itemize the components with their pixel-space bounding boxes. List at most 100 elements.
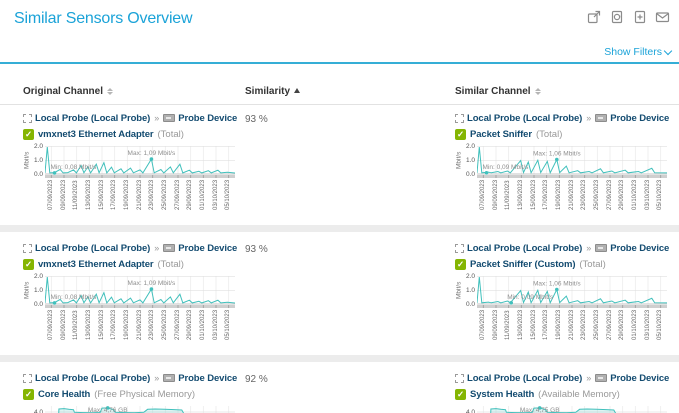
- sensor-mini-graph[interactable]: Mbit/s 0.0 1.0 2.0 Min: 0,08 Mbit/s Max: 1,09…: [23, 143, 245, 220]
- device-icon: [595, 244, 608, 252]
- breadcrumb-separator: »: [154, 113, 160, 123]
- y-axis-unit-label: Mbit/s: [455, 151, 463, 169]
- sort-icon: [534, 88, 541, 95]
- page-title: Similar Sensors Overview: [14, 10, 193, 27]
- graph-plot-area: Min: 1,43 GBMax: 4,76 GB: [45, 406, 235, 413]
- sensor-mini-graph[interactable]: Mbit/s 0.0 1.0 2.0 Min: 0,09 Mbit/s Max: 1,06…: [455, 273, 679, 350]
- y-axis-ticks: 2.04.0: [33, 408, 43, 413]
- similarity-value: 92 %: [245, 374, 268, 385]
- svg-text:Min: 0,08 Mbit/s: Min: 0,08 Mbit/s: [51, 164, 98, 171]
- graph-plot-area: Min: 0,08 Mbit/s Max: 1,09 Mbit/s: [45, 276, 235, 308]
- breadcrumb: Local Probe (Local Probe) » Probe Device: [23, 371, 245, 385]
- device-link[interactable]: Probe Device: [610, 112, 670, 124]
- sensor-line: ✓ Core Health (Free Physical Memory): [23, 386, 245, 402]
- sensor-mini-graph[interactable]: Mbit/s 0.0 1.0 2.0 Min: 0,08 Mbit/s Max: 1,09…: [23, 273, 245, 350]
- breadcrumb: Local Probe (Local Probe) » Probe Device: [455, 111, 679, 125]
- device-icon: [163, 374, 176, 382]
- sensor-line: ✓ Packet Sniffer (Total): [455, 126, 679, 142]
- sensor-mini-graph[interactable]: Mbit/s 0.0 1.0 2.0 Min: 0,09 Mbit/s Max: 1,06…: [455, 143, 679, 220]
- breadcrumb-separator: »: [154, 373, 160, 383]
- breadcrumb-separator: »: [586, 113, 592, 123]
- device-link[interactable]: Probe Device: [178, 112, 238, 124]
- original-channel-cell: Local Probe (Local Probe) » Probe Device…: [23, 111, 245, 220]
- sensor-link[interactable]: vmxnet3 Ethernet Adapter: [38, 258, 154, 270]
- svg-text:Min: 0,09 Mbit/s: Min: 0,09 Mbit/s: [507, 294, 554, 301]
- channel-name: (Total): [535, 128, 563, 140]
- column-header-similarity[interactable]: Similarity: [245, 86, 455, 97]
- probe-link[interactable]: Local Probe (Local Probe): [35, 112, 151, 124]
- channel-name: (Total): [157, 258, 184, 270]
- y-axis-ticks: 0.0 1.0 2.0: [465, 143, 475, 178]
- page-header: Similar Sensors Overview: [0, 0, 679, 34]
- x-axis-date-labels: 07/09/2023 09/09/2023 11/09/2023 13/09/2023…: [48, 310, 232, 341]
- sensor-link[interactable]: System Health: [470, 388, 535, 400]
- column-header-original-channel[interactable]: Original Channel: [23, 86, 245, 97]
- original-channel-cell: Local Probe (Local Probe) » Probe Device…: [23, 241, 245, 350]
- probe-icon: [23, 373, 32, 383]
- original-channel-cell: Local Probe (Local Probe) » Probe Device…: [23, 371, 245, 413]
- sort-ascending-icon: [294, 87, 301, 93]
- open-in-new-window-icon[interactable]: [585, 8, 602, 25]
- graph-plot-area: Min: 1,43 GBMax: 4,75 GB: [477, 406, 667, 413]
- svg-text:Max: 1,09 Mbit/s: Max: 1,09 Mbit/s: [128, 150, 176, 157]
- breadcrumb: Local Probe (Local Probe) » Probe Device: [455, 371, 679, 385]
- chevron-down-icon: [663, 46, 673, 55]
- email-icon[interactable]: [654, 8, 671, 25]
- column-header-similar-channel[interactable]: Similar Channel: [455, 86, 679, 97]
- add-document-icon[interactable]: [631, 8, 648, 25]
- probe-link[interactable]: Local Probe (Local Probe): [35, 242, 151, 254]
- sort-icon: [107, 88, 114, 95]
- probe-icon: [455, 243, 464, 253]
- probe-icon: [23, 113, 32, 123]
- similarity-value: 93 %: [245, 114, 268, 125]
- sensor-line: ✓ vmxnet3 Ethernet Adapter (Total): [23, 256, 245, 272]
- svg-text:Max: 1,06 Mbit/s: Max: 1,06 Mbit/s: [533, 151, 581, 158]
- device-link[interactable]: Probe Device: [610, 242, 670, 254]
- x-axis-date-labels: 07/09/2023 09/09/2023 11/09/2023 13/09/2023…: [480, 310, 664, 341]
- table-header-row: Original Channel Similarity Similar Chan…: [0, 64, 679, 105]
- y-axis-ticks: 0.0 1.0 2.0: [33, 143, 43, 178]
- probe-link[interactable]: Local Probe (Local Probe): [467, 242, 583, 254]
- row-separator: [0, 355, 679, 362]
- device-icon: [595, 374, 608, 382]
- sensor-ok-check-icon: ✓: [23, 388, 34, 400]
- device-link[interactable]: Probe Device: [610, 372, 670, 384]
- breadcrumb-separator: »: [586, 243, 592, 253]
- svg-text:Min: 0,09 Mbit/s: Min: 0,09 Mbit/s: [483, 164, 530, 171]
- device-link[interactable]: Probe Device: [178, 372, 238, 384]
- probe-icon: [455, 373, 464, 383]
- y-axis-unit-label: Mbit/s: [23, 281, 31, 299]
- refresh-document-icon[interactable]: [608, 8, 625, 25]
- probe-icon: [23, 243, 32, 253]
- table-row: Local Probe (Local Probe) » Probe Device…: [0, 365, 679, 413]
- table-row: Local Probe (Local Probe) » Probe Device…: [0, 235, 679, 352]
- sensor-ok-check-icon: ✓: [455, 258, 466, 270]
- x-axis-date-labels: 07/09/2023 09/09/2023 11/09/2023 13/09/2023…: [48, 180, 232, 211]
- sensor-link[interactable]: Core Health: [38, 388, 91, 400]
- similar-channel-cell: Local Probe (Local Probe) » Probe Device…: [455, 241, 679, 350]
- filters-bar: Show Filters: [0, 34, 679, 62]
- y-axis-unit-label: Mbit/s: [23, 151, 31, 169]
- probe-link[interactable]: Local Probe (Local Probe): [35, 372, 151, 384]
- probe-link[interactable]: Local Probe (Local Probe): [467, 112, 583, 124]
- probe-link[interactable]: Local Probe (Local Probe): [467, 372, 583, 384]
- show-filters-toggle[interactable]: Show Filters: [604, 46, 673, 58]
- device-link[interactable]: Probe Device: [178, 242, 238, 254]
- svg-text:Min: 0,08 Mbit/s: Min: 0,08 Mbit/s: [51, 294, 98, 301]
- sensor-link[interactable]: Packet Sniffer (Custom): [470, 258, 576, 270]
- sensor-ok-check-icon: ✓: [455, 388, 466, 400]
- y-axis-ticks: 0.0 1.0 2.0: [465, 273, 475, 308]
- svg-text:Max: 1,09 Mbit/s: Max: 1,09 Mbit/s: [128, 280, 176, 287]
- device-icon: [163, 114, 176, 122]
- sensor-line: ✓ vmxnet3 Ethernet Adapter (Total): [23, 126, 245, 142]
- sensor-link[interactable]: Packet Sniffer: [470, 128, 532, 140]
- sensor-link[interactable]: vmxnet3 Ethernet Adapter: [38, 128, 154, 140]
- sensor-line: ✓ System Health (Available Memory): [455, 386, 679, 402]
- y-axis-unit-label: GB: [23, 406, 31, 413]
- breadcrumb-separator: »: [154, 243, 160, 253]
- sensor-line: ✓ Packet Sniffer (Custom) (Total): [455, 256, 679, 272]
